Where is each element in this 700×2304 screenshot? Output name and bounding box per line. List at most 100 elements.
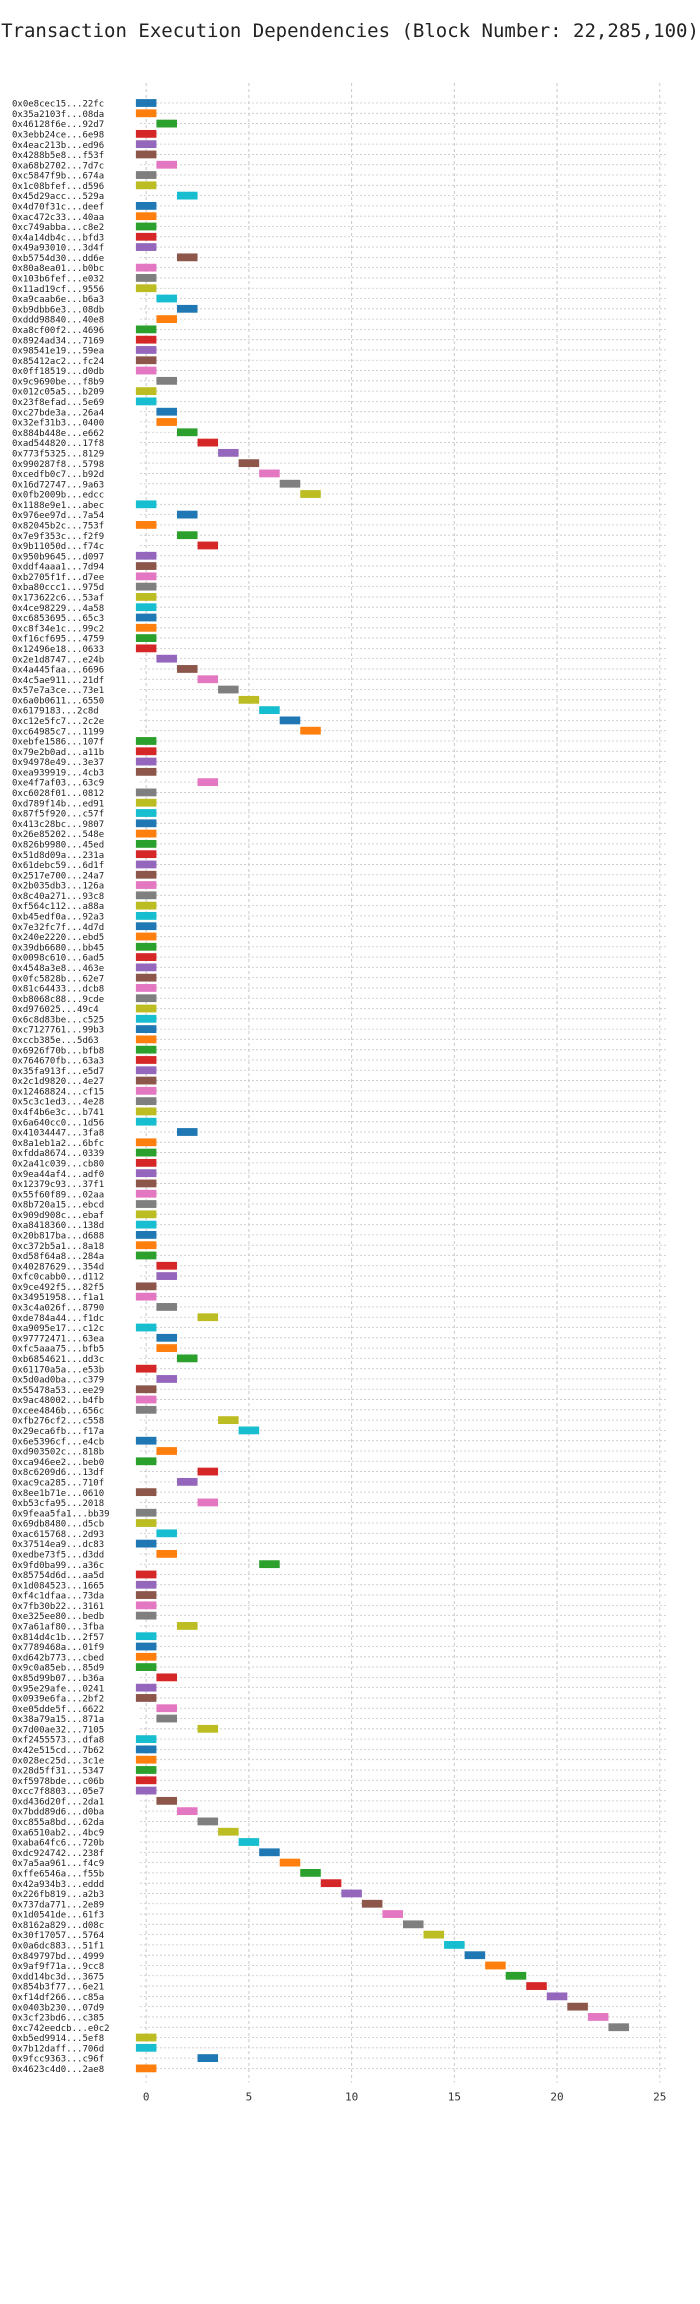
tx-label: 0x42e515cd...7b62 — [12, 1746, 104, 1756]
tx-label: 0x8ee1b71e...0610 — [12, 1489, 104, 1499]
tx-bar — [135, 1508, 157, 1517]
tx-bar — [135, 767, 157, 776]
tx-label: 0xe05dde5f...6622 — [12, 1705, 104, 1715]
tx-label: 0xcedfb0c7...b92d — [12, 470, 104, 480]
tx-label: 0x4623c4d0...2ae8 — [12, 2065, 104, 2075]
tx-bar — [135, 850, 157, 859]
tx-bar — [259, 1848, 280, 1857]
tx-label: 0x69db8480...d5cb — [12, 1520, 104, 1530]
tx-bar — [135, 387, 157, 396]
tx-bar — [135, 1580, 157, 1589]
tx-label: 0xdd14bc3d...3675 — [12, 1972, 104, 1982]
tx-bar — [135, 1210, 157, 1219]
tx-label: 0x12496e18...0633 — [12, 645, 104, 655]
tx-label: 0x028ec25d...3c1e — [12, 1756, 104, 1766]
tx-bar — [608, 2023, 629, 2032]
tx-bar — [135, 1488, 157, 1497]
tx-bar — [197, 1313, 219, 1322]
tx-bar — [135, 1097, 157, 1106]
tx-bar — [135, 1220, 157, 1229]
tx-label: 0x26e85202...548e — [12, 830, 104, 840]
tx-label: 0xddd98840...40e8 — [12, 316, 104, 326]
tx-label: 0x814d4c1b...2f57 — [12, 1633, 104, 1643]
tx-label: 0xac9ca285...710f — [12, 1478, 104, 1488]
tx-bar — [156, 1272, 177, 1280]
tx-bar — [135, 1601, 157, 1610]
tx-label: 0x51d8d09a...231a — [12, 851, 104, 861]
tx-label: 0x1188e9e1...abec — [12, 501, 104, 511]
tx-label: 0xf564c112...a88a — [12, 902, 104, 912]
tx-bar — [135, 881, 157, 889]
tx-label: 0x82045b2c...753f — [12, 521, 104, 531]
tx-bar — [135, 1231, 157, 1239]
tx-bar — [341, 1889, 362, 1898]
tx-label: 0x826b9980...45ed — [12, 840, 104, 850]
tx-label: 0x4ce98229...4a58 — [12, 604, 104, 614]
tx-label: 0x81c64433...dcb8 — [12, 985, 104, 995]
tx-label: 0xebfe1586...107f — [12, 738, 104, 748]
tx-bar — [176, 428, 198, 437]
tx-bar — [176, 191, 198, 200]
tx-bar — [135, 984, 157, 992]
tx-bar — [464, 1951, 486, 1960]
tx-bar — [218, 1827, 239, 1836]
tx-bar — [135, 181, 157, 190]
tx-bar — [135, 1282, 157, 1291]
tx-bar — [197, 438, 219, 447]
tx-label: 0xc6853695...65c3 — [12, 614, 104, 624]
tx-label: 0xc12e5fc7...2c2e — [12, 717, 104, 727]
tx-label: 0x23f8efad...5e69 — [12, 398, 104, 408]
tx-bar — [135, 1179, 157, 1188]
tx-label: 0x38a79a15...871a — [12, 1715, 104, 1725]
tx-label: 0x226fb819...a2b3 — [12, 1890, 104, 1900]
tx-label: 0xad544820...17f8 — [12, 439, 104, 449]
tx-bar — [135, 150, 157, 159]
tx-bar — [135, 346, 157, 354]
tx-label: 0xc742eedcb...e0c2 — [12, 2024, 110, 2034]
tx-label: 0x0fb2009b...edcc — [12, 491, 104, 501]
tx-label: 0x9c0a85eb...85d9 — [12, 1664, 104, 1674]
tx-bar — [135, 912, 157, 920]
tx-label: 0x80a8ea01...b0bc — [12, 264, 104, 274]
tx-label: 0x909d908c...ebaf — [12, 1211, 104, 1221]
tx-label: 0x6a0b0611...6550 — [12, 696, 104, 706]
tx-bar — [238, 1426, 260, 1435]
tx-label: 0xf2455573...dfa8 — [12, 1736, 104, 1746]
tx-bar — [156, 407, 177, 416]
tx-label: 0x012c05a5...b209 — [12, 388, 104, 398]
tx-label: 0x9fcc9363...c96f — [12, 2055, 104, 2065]
tx-label: 0x990287f8...5798 — [12, 460, 104, 470]
x-tick-label: 25 — [653, 2091, 666, 2104]
tx-label: 0xaba64fc6...720b — [12, 1839, 104, 1849]
tx-label: 0x42a934b3...eddd — [12, 1880, 104, 1890]
tx-bar — [135, 572, 157, 581]
tx-bar — [135, 1035, 157, 1044]
tx-bar — [259, 706, 280, 715]
tx-bar — [135, 284, 157, 293]
tx-label: 0x2e1d8747...e24b — [12, 655, 104, 665]
tx-label: 0x884b448e...e662 — [12, 429, 104, 439]
tx-label: 0x41034447...3fa8 — [12, 1129, 104, 1139]
tx-bar — [135, 942, 157, 951]
tx-bar — [135, 109, 157, 118]
tx-bar — [320, 1879, 342, 1888]
x-tick-label: 20 — [550, 2091, 563, 2104]
tx-label: 0x0098c610...6ad5 — [12, 954, 104, 964]
tx-label: 0x173622c6...53af — [12, 594, 104, 604]
tx-bar — [135, 860, 157, 869]
x-tick-label: 10 — [345, 2091, 358, 2104]
tx-label: 0xedbe73f5...d3dd — [12, 1550, 104, 1560]
tx-bar — [259, 1560, 280, 1569]
tx-label: 0xdc924742...238f — [12, 1849, 104, 1859]
tx-label: 0x4548a3e8...463e — [12, 964, 104, 974]
tx-bar — [135, 901, 157, 910]
tx-label: 0xc855a8bd...62da — [12, 1818, 104, 1828]
tx-bar — [135, 819, 157, 828]
tx-label: 0xa9095e17...c12c — [12, 1324, 104, 1334]
tx-bar — [135, 325, 157, 334]
tx-label: 0xd436d20f...2da1 — [12, 1797, 104, 1807]
tx-bar — [135, 1138, 157, 1147]
tx-bar — [135, 1539, 157, 1548]
tx-bar — [135, 1189, 157, 1198]
tx-label: 0x0a6dc883...51f1 — [12, 1942, 104, 1952]
